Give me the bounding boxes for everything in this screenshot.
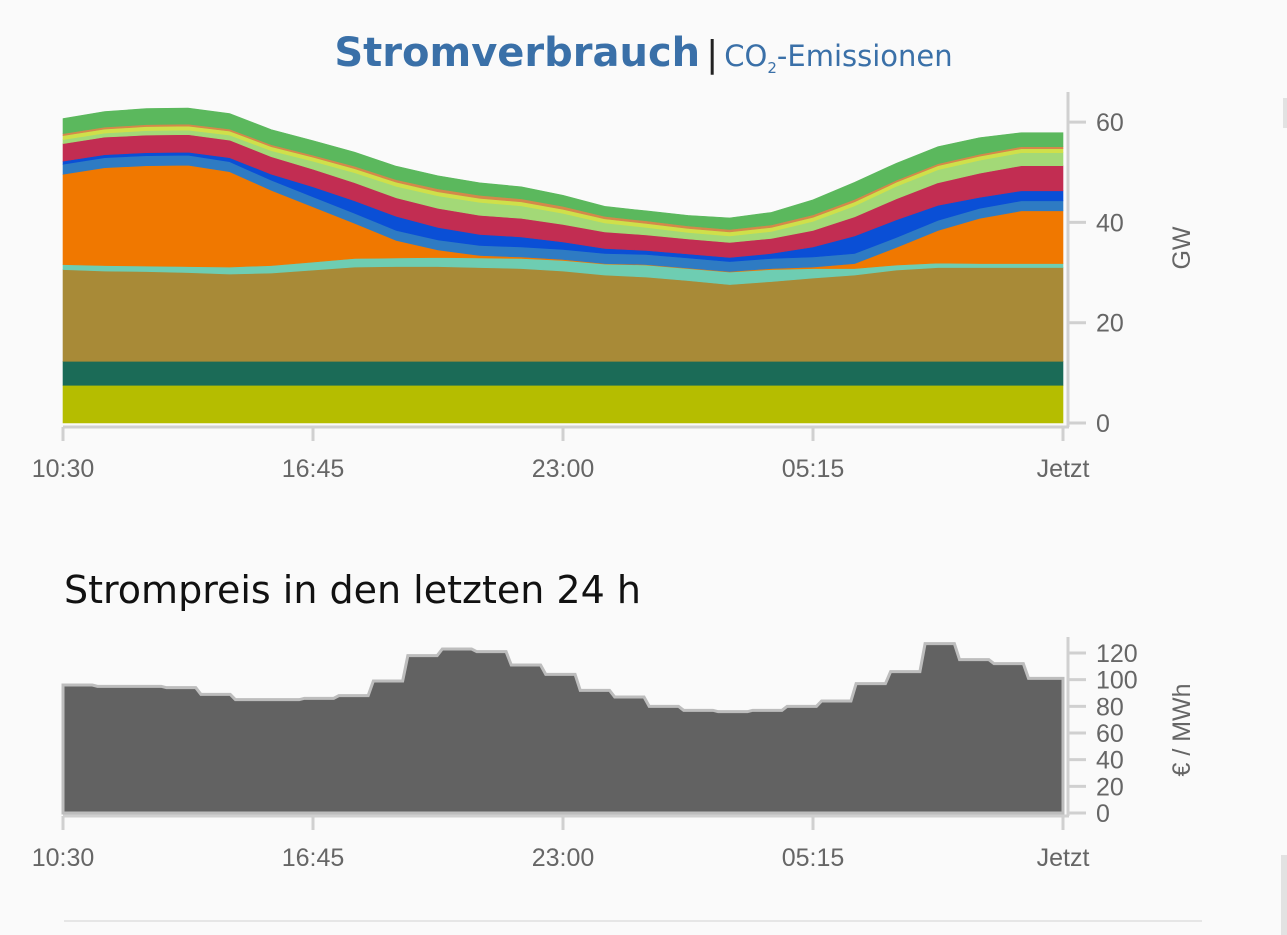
consumption-x-tick-label: 10:30	[32, 455, 95, 483]
price-area	[63, 643, 1063, 813]
tab-co2-subscript: 2	[767, 58, 777, 77]
price-x-tick-label: 05:15	[782, 844, 845, 872]
consumption-x-tick-label: Jetzt	[1037, 455, 1090, 483]
price-x-tick-label: Jetzt	[1037, 844, 1090, 872]
consumption-x-tick-label: 16:45	[282, 455, 345, 483]
price-y-tick-label: 120	[1096, 640, 1138, 668]
price-x-tick-label: 10:30	[32, 844, 95, 872]
price-y-tick-label: 60	[1096, 720, 1124, 748]
consumption-y-tick-label: 0	[1096, 410, 1110, 438]
scroll-indicator-top	[1283, 98, 1287, 128]
price-y-axis-title: € / MWh	[1168, 683, 1196, 776]
consumption-x-tick-label: 05:15	[782, 455, 845, 483]
consumption-x-tick-label: 23:00	[532, 455, 595, 483]
consumption-y-tick-label: 20	[1096, 310, 1124, 338]
consumption-y-tick-label: 60	[1096, 109, 1124, 137]
chart-tabs: Stromverbrauch | CO2-Emissionen	[0, 30, 1287, 90]
consumption-series-2	[62, 266, 1064, 362]
tab-co2-suffix: -Emissionen	[776, 39, 953, 73]
tab-co2-prefix: CO	[724, 39, 768, 73]
price-x-tick-label: 23:00	[532, 844, 595, 872]
tab-stromverbrauch[interactable]: Stromverbrauch	[334, 30, 701, 76]
price-y-tick-label: 20	[1096, 773, 1124, 801]
price-chart-title: Strompreis in den letzten 24 h	[64, 568, 641, 612]
price-y-tick-label: 80	[1096, 693, 1124, 721]
consumption-y-axis-title: GW	[1168, 226, 1196, 269]
price-y-tick-label: 100	[1096, 667, 1138, 695]
scrollbar-thumb[interactable]	[1281, 855, 1287, 935]
tab-separator: |	[706, 34, 719, 75]
price-chart: 10:30 16:45 23:00 05:15 Jetzt020406080100120…	[32, 637, 1196, 872]
section-divider	[64, 920, 1202, 922]
price-area-series	[61, 642, 1065, 815]
price-x-tick-label: 16:45	[282, 844, 345, 872]
tab-co2-emissionen[interactable]: CO2-Emissionen	[724, 39, 952, 77]
price-outline	[61, 642, 1065, 815]
consumption-area-series	[62, 107, 1064, 424]
price-y-tick-label: 0	[1096, 800, 1110, 828]
price-y-tick-label: 40	[1096, 747, 1124, 775]
consumption-series-0	[62, 385, 1064, 424]
consumption-y-tick-label: 40	[1096, 209, 1124, 237]
consumption-series-1	[62, 361, 1064, 386]
consumption-series-11	[62, 107, 1064, 230]
